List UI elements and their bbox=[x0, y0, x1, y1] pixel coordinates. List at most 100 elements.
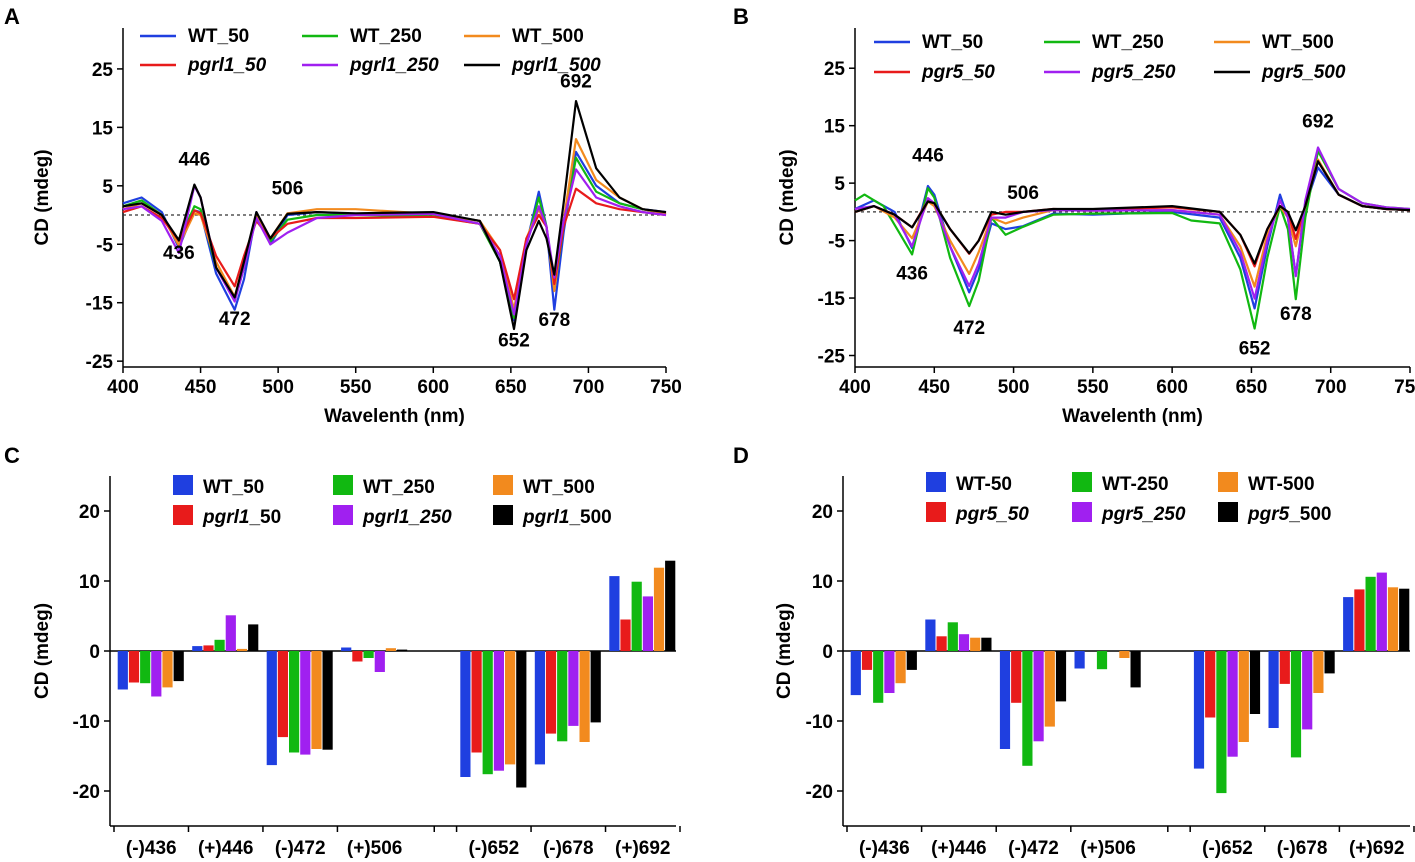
peak-label: 472 bbox=[953, 318, 985, 339]
y-tick-label: -25 bbox=[86, 352, 114, 373]
bar-pgr5-50 bbox=[936, 636, 947, 651]
bar-pgrl1-250 bbox=[493, 651, 504, 771]
peak-label: 692 bbox=[1302, 111, 1334, 132]
y-tick-label: 20 bbox=[79, 502, 100, 523]
legend-label: WT_50 bbox=[922, 32, 983, 53]
bar-wt-500 bbox=[505, 651, 516, 765]
legend-label: WT_500 bbox=[512, 26, 584, 47]
legend-label-italic: pgr5_250 bbox=[1101, 504, 1186, 525]
peak-label: 506 bbox=[272, 179, 304, 200]
y-tick-label: 10 bbox=[812, 572, 833, 593]
category-label: (+)506 bbox=[347, 838, 402, 859]
bar-wt-500 bbox=[653, 567, 665, 651]
x-tick-label: 400 bbox=[107, 377, 139, 398]
y-tick-label: -15 bbox=[86, 294, 114, 315]
bar-pgrl1-500 bbox=[590, 651, 601, 723]
y-tick-label: -10 bbox=[806, 712, 833, 733]
legend-swatch bbox=[1218, 502, 1238, 522]
bar-pgrl1-250 bbox=[642, 596, 653, 651]
bar-pgrl1-50 bbox=[620, 619, 631, 651]
legend-label-rest: WT_250 bbox=[363, 477, 435, 498]
legend-label: WT_250 bbox=[350, 26, 422, 47]
bar-wt-250 bbox=[873, 651, 884, 703]
bar-wt-50 bbox=[534, 651, 545, 765]
x-tick-label: 700 bbox=[1315, 377, 1347, 398]
legend-swatch bbox=[173, 505, 193, 525]
y-tick-label: 15 bbox=[824, 117, 846, 138]
y-tick-label: 10 bbox=[79, 572, 100, 593]
legend-label: pgrl1_50 bbox=[202, 507, 281, 528]
bar-wt-500 bbox=[970, 637, 981, 651]
bar-wt-500 bbox=[1238, 651, 1249, 742]
bar-pgrl1-50 bbox=[277, 651, 288, 738]
legend-label: WT_500 bbox=[1262, 32, 1334, 53]
bar-pgrl1-250 bbox=[568, 651, 579, 726]
legend-label-italic: pgr5 bbox=[1247, 504, 1290, 525]
peak-label: 692 bbox=[560, 72, 592, 93]
series-line-pgr5-250 bbox=[854, 146, 1411, 300]
legend-label-rest: WT-50 bbox=[956, 474, 1012, 495]
x-tick-label: 450 bbox=[918, 377, 950, 398]
bar-wt-50 bbox=[850, 651, 861, 696]
bar-pgrl1-50 bbox=[471, 651, 482, 753]
bar-wt-500 bbox=[579, 651, 590, 742]
y-tick-label: -25 bbox=[818, 347, 846, 368]
y-tick-label: 5 bbox=[102, 177, 113, 198]
bar-wt-500 bbox=[1044, 651, 1055, 727]
bar-wt-50 bbox=[192, 646, 203, 651]
x-tick-label: 450 bbox=[185, 377, 217, 398]
bar-wt-250 bbox=[1022, 651, 1033, 766]
bar-pgrl1-250 bbox=[151, 651, 162, 697]
bar-pgr5-250 bbox=[1033, 651, 1044, 742]
legend-label: pgr5_250 bbox=[1101, 504, 1186, 525]
x-axis-title: Wavelenth (nm) bbox=[1062, 406, 1203, 427]
bar-wt-250 bbox=[1365, 576, 1376, 651]
peak-label: 472 bbox=[219, 309, 251, 330]
bar-wt-50 bbox=[999, 651, 1011, 749]
series-line-wt-500 bbox=[122, 138, 667, 311]
category-label: (-)652 bbox=[1202, 838, 1253, 859]
legend-label: pgr5_500 bbox=[1261, 62, 1346, 83]
legend-label: pgrl1_500 bbox=[511, 55, 601, 76]
bar-pgr5-500 bbox=[1249, 651, 1261, 714]
bar-pgrl1-50 bbox=[545, 651, 557, 734]
category-label: (-)436 bbox=[126, 838, 177, 859]
peak-label: 446 bbox=[912, 145, 944, 166]
x-tick-label: 750 bbox=[1394, 377, 1415, 398]
bar-wt-250 bbox=[1096, 651, 1108, 670]
bar-wt-500 bbox=[385, 648, 396, 651]
bar-pgr5-50 bbox=[1354, 589, 1365, 651]
legend-swatch bbox=[173, 475, 193, 495]
bar-wt-50 bbox=[1343, 597, 1354, 651]
legend-label-italic: pgr5_50 bbox=[955, 504, 1029, 525]
bar-pgr5-50 bbox=[1011, 651, 1022, 703]
series-line-pgr5-500 bbox=[854, 160, 1411, 265]
y-tick-label: -20 bbox=[73, 782, 100, 803]
legend-label-rest: WT-500 bbox=[1248, 474, 1315, 495]
bar-wt-500 bbox=[1119, 651, 1130, 658]
y-tick-label: 5 bbox=[834, 174, 845, 195]
legend-label: WT-50 bbox=[956, 474, 1012, 495]
legend-label-rest: _500 bbox=[1288, 504, 1331, 525]
bar-wt-50 bbox=[341, 647, 352, 651]
legend-label: pgr5_250 bbox=[1091, 62, 1176, 83]
bar-wt-50 bbox=[266, 651, 277, 766]
x-tick-label: 650 bbox=[495, 377, 527, 398]
peak-label: 652 bbox=[1239, 338, 1271, 359]
legend-label: WT-500 bbox=[1248, 474, 1315, 495]
bar-pgr5-250 bbox=[1302, 651, 1313, 730]
series-line-pgrl1-50 bbox=[122, 187, 667, 301]
peak-label: 436 bbox=[163, 243, 195, 264]
legend-swatch bbox=[333, 475, 353, 495]
legend-label-italic: pgrl1 bbox=[202, 507, 249, 528]
legend-swatch bbox=[333, 505, 353, 525]
bar-wt-250 bbox=[214, 639, 225, 651]
panel-a: A 400 450 500 550 600 650 700 750 -25 -15 -5 5 15 25 Wa… bbox=[4, 4, 682, 427]
series-line-wt-50 bbox=[854, 166, 1411, 310]
legend-swatch bbox=[1218, 472, 1238, 492]
category-label: (+)506 bbox=[1080, 838, 1135, 859]
legend-label-rest: _500 bbox=[568, 507, 611, 528]
bar-wt-250 bbox=[1216, 651, 1227, 794]
x-tick-label: 400 bbox=[839, 377, 871, 398]
bar-pgr5-500 bbox=[906, 651, 917, 670]
